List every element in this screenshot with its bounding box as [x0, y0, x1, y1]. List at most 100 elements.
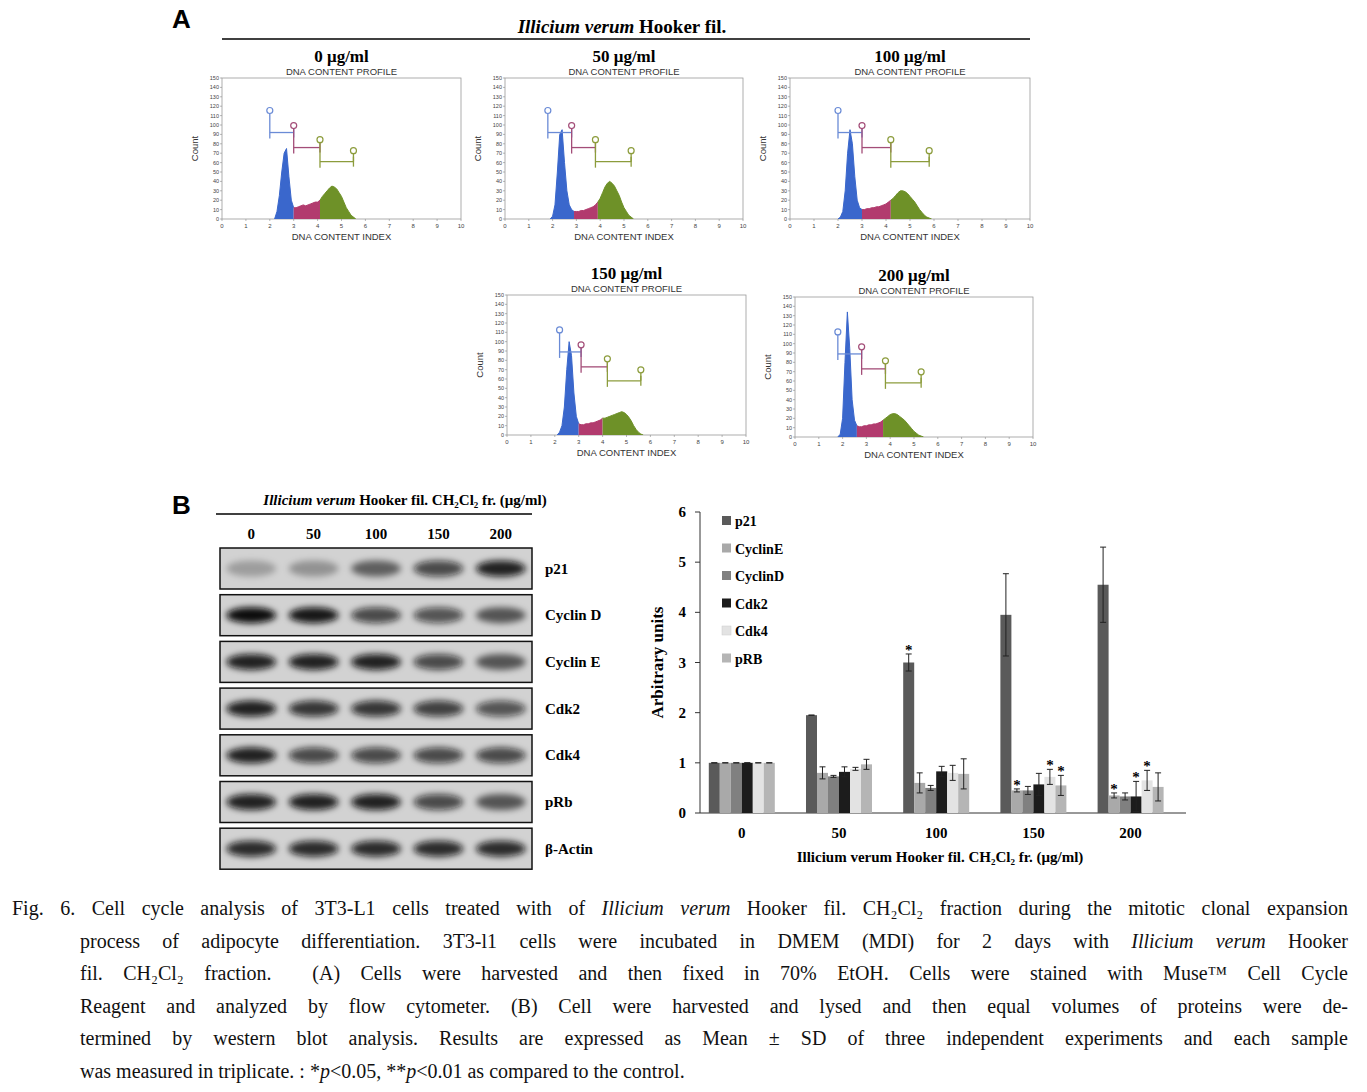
error-cap	[1155, 772, 1161, 773]
x-tick-label: 4	[316, 223, 320, 229]
error-cap	[830, 775, 836, 776]
row-label: pRb	[545, 794, 573, 810]
caption-text: process of adipocyte differentiation. 3T…	[80, 930, 1131, 952]
caption-text: <0.05, **	[330, 1060, 406, 1082]
y-tick-label: 40	[496, 178, 502, 184]
gate-left	[607, 362, 608, 387]
error-bar	[863, 759, 869, 769]
error-bar	[939, 766, 945, 776]
y-tick	[793, 390, 795, 391]
x-tick	[886, 219, 887, 221]
error-cap	[939, 766, 945, 767]
dose-label: 150 μg/ml	[591, 264, 663, 283]
band	[289, 701, 339, 717]
significance: *	[1057, 763, 1065, 779]
band	[289, 654, 339, 670]
band	[476, 561, 526, 577]
y-tick	[788, 134, 790, 135]
error-stem	[866, 759, 867, 769]
gate-handle	[859, 344, 865, 350]
area-line	[550, 130, 574, 219]
y-tick	[695, 662, 700, 663]
y-tick-label: 130	[778, 94, 787, 100]
x-tick-label: 9	[718, 223, 722, 229]
legend-label: p21	[735, 514, 757, 529]
x-tick	[554, 435, 555, 437]
x-tick-label: 4	[599, 223, 603, 229]
gate-left	[571, 129, 572, 154]
error-cap	[722, 762, 728, 763]
band	[351, 841, 401, 857]
bar	[1109, 795, 1120, 813]
area-line	[557, 342, 579, 435]
error-bar	[1122, 793, 1128, 800]
x-tick-label: 9	[435, 223, 439, 229]
error-cap	[863, 769, 869, 770]
x-tick	[624, 219, 625, 221]
area-fill	[838, 130, 862, 219]
bar	[1011, 790, 1022, 813]
y-tick	[505, 341, 507, 342]
y-tick-label: 0	[216, 216, 219, 222]
y-tick	[505, 379, 507, 380]
caption-text: was measured in triplicate. : *	[80, 1060, 320, 1082]
lane-label: 100	[365, 526, 388, 542]
x-tick	[552, 219, 553, 221]
x-tick	[746, 435, 747, 437]
gate-left	[559, 333, 560, 358]
y-tick-label: 60	[786, 378, 792, 384]
x-tick-label: 0	[738, 825, 746, 841]
x-tick	[842, 437, 843, 439]
bar	[806, 715, 817, 813]
x-axis-label: DNA CONTENT INDEX	[574, 231, 674, 242]
area-fill	[574, 202, 598, 219]
y-tick	[505, 313, 507, 314]
x-tick-label: 5	[908, 223, 912, 229]
gate-left	[580, 348, 581, 373]
area-line	[862, 200, 891, 209]
error-stem	[1125, 793, 1126, 800]
x-tick-label: 3	[575, 223, 579, 229]
y-tick-label: 90	[498, 348, 504, 354]
caption-text: Hooker fil. CH₂Cl₂ fraction during the m…	[730, 897, 1348, 919]
y-tick	[695, 612, 700, 613]
error-cap	[928, 790, 934, 791]
x-tick-label: 10	[740, 223, 747, 229]
x-tick-label: 3	[292, 223, 296, 229]
text-segment: Illicium verum	[517, 16, 635, 37]
x-tick-label: 1	[529, 439, 533, 445]
x-tick-label: 8	[980, 223, 984, 229]
marks	[557, 342, 643, 435]
x-tick	[937, 437, 938, 439]
error-bar	[722, 762, 728, 763]
legend-swatch	[722, 571, 731, 580]
x-tick	[719, 219, 720, 221]
x-tick	[934, 219, 935, 221]
y-tick-label: 40	[786, 397, 792, 403]
header-rule	[222, 38, 1030, 40]
error-cap	[830, 777, 836, 778]
bar	[861, 764, 872, 813]
x-tick-label: 2	[551, 223, 555, 229]
y-tick-label: 90	[781, 131, 787, 137]
gate-handle	[638, 367, 644, 373]
lane-label: 50	[306, 526, 321, 542]
legend-label: Cdk2	[735, 597, 768, 612]
x-tick-label: 7	[388, 223, 392, 229]
y-tick	[788, 115, 790, 116]
y-tick-label: 60	[213, 160, 219, 166]
y-tick	[220, 209, 222, 210]
error-cap	[1111, 797, 1117, 798]
y-tick	[503, 115, 505, 116]
y-tick-label: 10	[498, 423, 504, 429]
band	[413, 607, 463, 623]
y-axis-label: Count	[189, 135, 200, 161]
x-tick-label: 8	[984, 441, 988, 447]
y-tick	[503, 153, 505, 154]
y-tick	[788, 87, 790, 88]
x-tick-label: 6	[364, 223, 368, 229]
plot-frame	[790, 78, 1030, 219]
y-axis-label: Count	[472, 135, 483, 161]
x-tick-label: 7	[670, 223, 674, 229]
error-cap	[711, 762, 717, 763]
